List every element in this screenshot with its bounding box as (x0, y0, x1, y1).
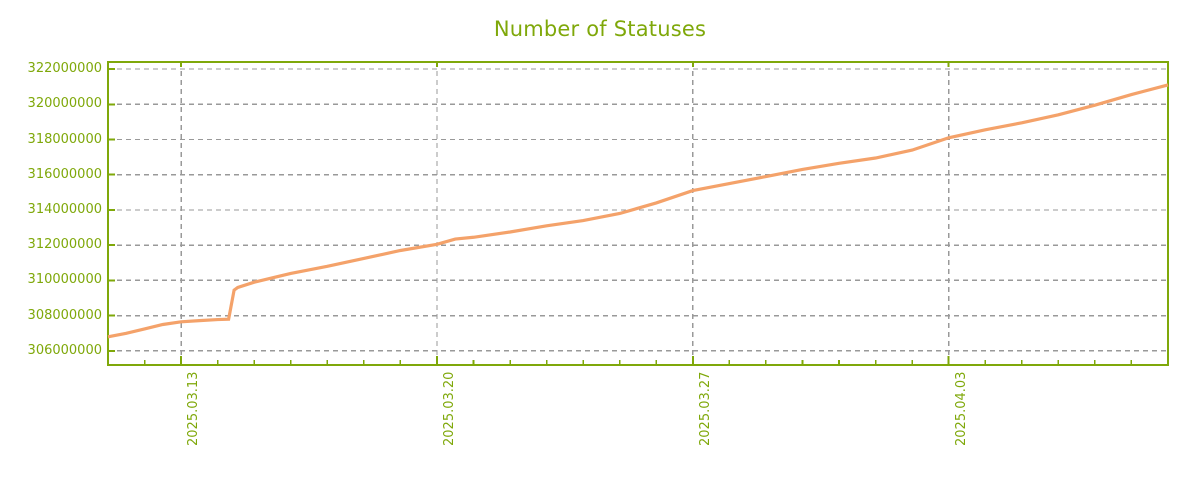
data-series-line (107, 83, 1169, 339)
y-axis-tick-label: 318000000 (27, 131, 102, 147)
y-axis-tick-label: 312000000 (27, 237, 102, 253)
y-axis-tick-label: 310000000 (27, 272, 102, 288)
vertical-gridlines (180, 62, 950, 365)
y-axis-tick-label: 306000000 (27, 342, 102, 358)
chart-title: Number of Statuses (493, 17, 707, 41)
y-axis-tick-label: 316000000 (27, 166, 102, 182)
x-axis-tick-label: 2025.03.13 (186, 371, 202, 446)
y-axis-tick-label: 320000000 (27, 96, 102, 112)
x-axis-tick-label: 2025.03.20 (441, 371, 457, 446)
y-axis-tick-label: 322000000 (27, 61, 102, 77)
horizontal-gridlines (108, 68, 1168, 352)
x-axis-tick-label: 2025.03.27 (697, 371, 713, 446)
y-axis-tick-label: 314000000 (27, 201, 102, 217)
plot-frame-border (106, 60, 1170, 367)
x-axis-tick-label: 2025.04.03 (953, 371, 969, 446)
axis-major-ticks (108, 62, 950, 365)
y-axis-tick-label: 308000000 (27, 307, 102, 323)
